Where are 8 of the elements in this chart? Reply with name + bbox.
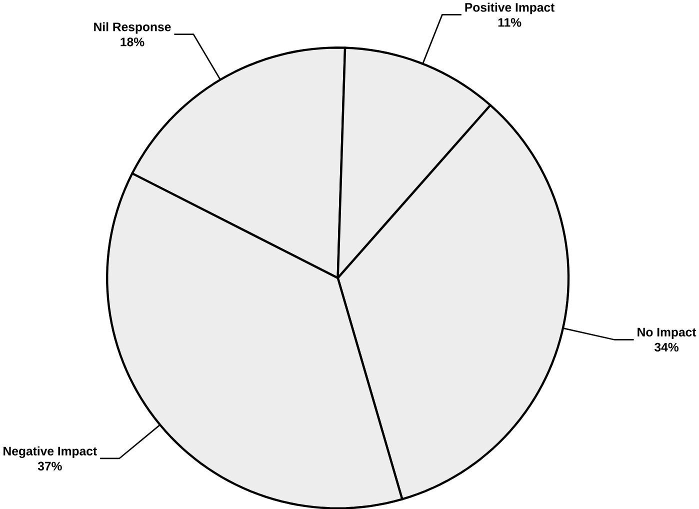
slice-label: Nil Response xyxy=(94,22,171,34)
data-label: 18% xyxy=(120,37,144,46)
slice-label: Positive Impact xyxy=(465,2,555,14)
slice-label: Negative Impact xyxy=(4,446,97,458)
data-label: 34% xyxy=(654,342,679,352)
data-label: 37% xyxy=(38,462,62,470)
data-label: 11% xyxy=(498,18,522,27)
slice-label: No Impact xyxy=(638,328,696,339)
